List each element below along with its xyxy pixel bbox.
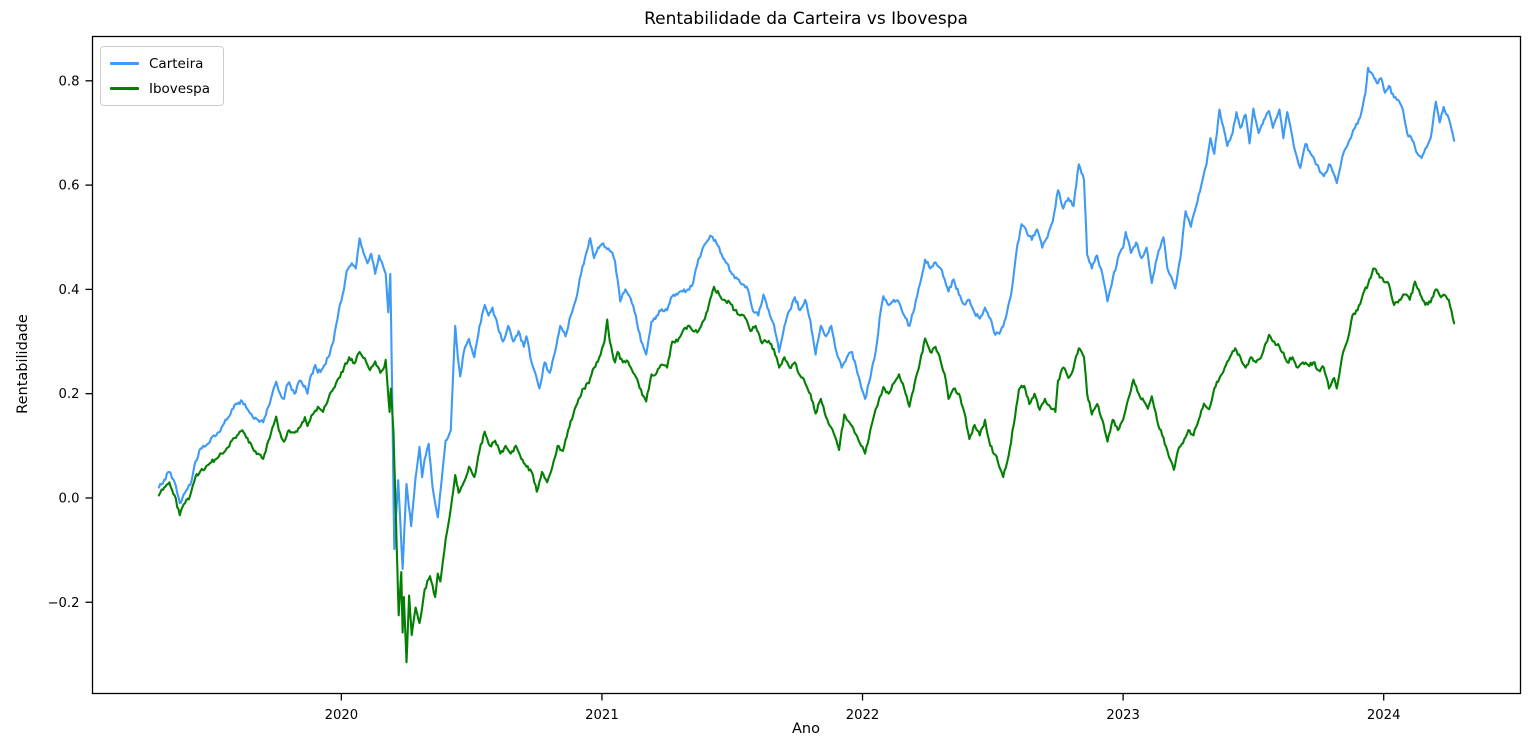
x-tick-label: 2024: [1367, 708, 1401, 723]
x-axis-label: Ano: [792, 721, 820, 737]
plot-frame: [91, 35, 1522, 695]
x-tick-label: 2023: [1106, 708, 1140, 723]
legend: Carteira Ibovespa: [100, 46, 224, 106]
y-tick-label: 0.8: [59, 74, 80, 89]
y-tick-label: 0.2: [59, 387, 80, 402]
legend-item-carteira: Carteira: [110, 52, 210, 75]
ibovespa-line-swatch: [110, 87, 139, 90]
y-axis-label: Rentabilidade: [15, 314, 31, 414]
x-tick-label: 2021: [585, 708, 619, 723]
y-tick-label: 0.6: [59, 179, 80, 194]
y-tick-label: −0.2: [47, 596, 79, 611]
y-tick-label: 0.0: [59, 491, 80, 506]
chart-title: Rentabilidade da Carteira vs Ibovespa: [644, 9, 968, 29]
carteira-line-swatch: [110, 62, 139, 65]
x-tick-label: 2020: [325, 708, 359, 723]
ibovespa-series-line: [157, 267, 1456, 664]
y-tick-label: 0.4: [59, 283, 80, 298]
x-tick-label: 2022: [846, 708, 880, 723]
legend-item-ibovespa: Ibovespa: [110, 77, 210, 100]
legend-label-ibovespa: Ibovespa: [149, 80, 210, 97]
legend-label-carteira: Carteira: [149, 55, 204, 72]
carteira-series-line: [157, 66, 1456, 570]
